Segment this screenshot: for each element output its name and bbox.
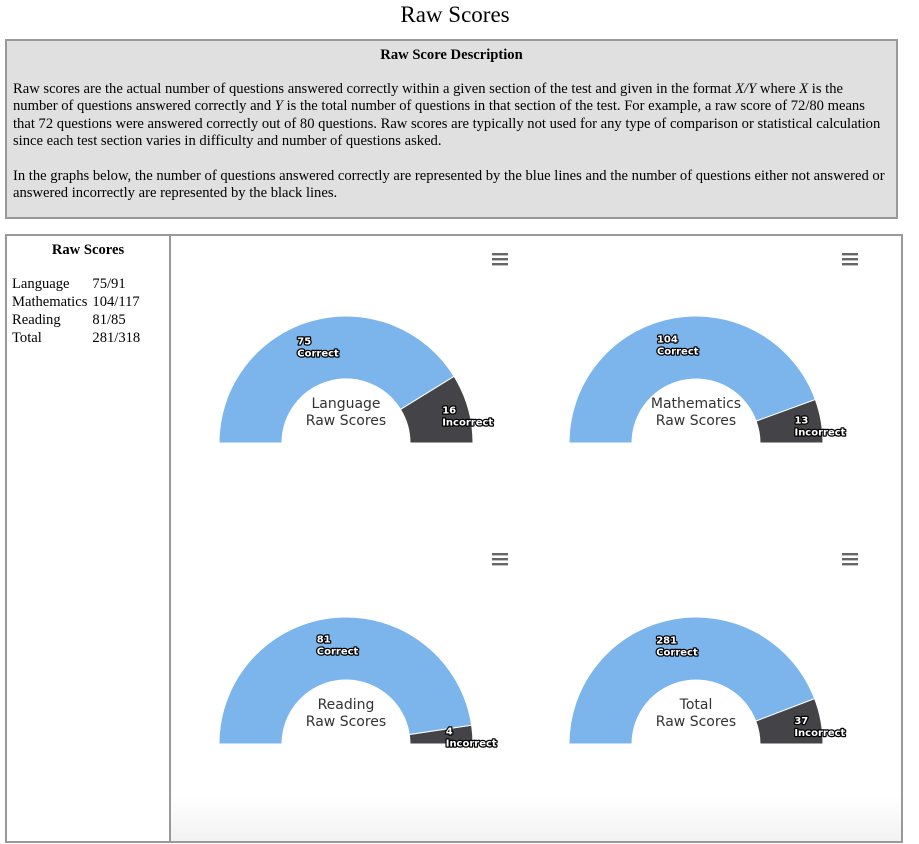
description-paragraph-1: Raw scores are the actual number of ques…: [13, 81, 890, 151]
description-paragraph-2: In the graphs below, the number of quest…: [13, 167, 885, 202]
chart-title: Language: [311, 396, 380, 412]
format-variable: Y: [274, 98, 283, 114]
description-text: where: [756, 80, 800, 97]
table-row: Mathematics 104/117: [12, 293, 145, 311]
hamburger-menu-icon[interactable]: [490, 249, 510, 269]
correct-label: Correct: [317, 646, 359, 657]
incorrect-value-label: 16: [442, 406, 456, 417]
scores-sidebar: Raw Scores Language 75/91 Mathematics 104/…: [7, 236, 171, 841]
incorrect-slice[interactable]: [408, 724, 474, 745]
chart-title: Reading: [318, 697, 375, 713]
chart-title: Raw Scores: [656, 714, 736, 730]
chart-title: Raw Scores: [306, 714, 386, 730]
page-title: Raw Scores: [400, 2, 510, 27]
description-heading: Raw Score Description: [380, 47, 523, 63]
section-name: Language: [12, 276, 70, 292]
incorrect-label: Incorrect: [442, 418, 493, 429]
section-name: Total: [12, 330, 42, 346]
table-row: Reading 81/85: [12, 311, 145, 329]
description-text: is the total number of questions in that…: [13, 98, 881, 149]
hamburger-menu-icon[interactable]: [840, 249, 860, 269]
correct-label: Correct: [657, 346, 699, 357]
correct-value-label: 81: [317, 634, 331, 645]
incorrect-value-label: 13: [794, 416, 808, 427]
incorrect-label: Incorrect: [794, 728, 845, 739]
chart-title: Total: [679, 697, 713, 713]
sidebar-heading: Raw Scores: [51, 242, 125, 258]
section-score: 75/91: [92, 276, 126, 292]
incorrect-slice[interactable]: [755, 697, 824, 745]
correct-value-label: 104: [657, 334, 678, 345]
hamburger-menu-icon[interactable]: [840, 549, 860, 569]
correct-slice[interactable]: [218, 315, 455, 444]
incorrect-slice[interactable]: [399, 375, 474, 444]
correct-value-label: 75: [297, 337, 311, 348]
incorrect-slice[interactable]: [755, 398, 824, 444]
table-row: Language 75/91: [12, 275, 145, 293]
chart-title: Mathematics: [651, 396, 741, 412]
section-score: 281/318: [92, 330, 141, 346]
scores-panel: Raw Scores Language 75/91 Mathematics 104/…: [5, 234, 903, 843]
incorrect-label: Incorrect: [446, 739, 497, 750]
description-box: Raw Score Description Raw scores are the…: [5, 39, 898, 219]
section-name: Mathematics: [12, 294, 88, 310]
format-variable: X: [799, 80, 809, 97]
incorrect-label: Incorrect: [794, 428, 845, 439]
hamburger-menu-icon[interactable]: [490, 549, 510, 569]
correct-slice[interactable]: [568, 315, 816, 444]
correct-slice[interactable]: [568, 616, 816, 745]
chart-title: Raw Scores: [306, 413, 386, 429]
incorrect-value-label: 37: [794, 716, 808, 727]
section-score: 104/117: [92, 294, 140, 310]
description-text: Raw scores are the actual number of ques…: [13, 80, 736, 97]
section-name: Reading: [12, 312, 61, 328]
correct-label: Correct: [297, 349, 339, 360]
correct-label: Correct: [656, 648, 698, 659]
description-text: is the number of questions answered corr…: [13, 80, 843, 115]
correct-slice[interactable]: [218, 616, 473, 745]
correct-value-label: 281: [656, 636, 677, 647]
chart-title: Raw Scores: [656, 413, 736, 429]
incorrect-value-label: 4: [446, 727, 453, 738]
section-score: 81/85: [92, 312, 126, 328]
table-row: Total 281/318: [12, 329, 145, 347]
scores-table: Language 75/91 Mathematics 104/117 Reading…: [12, 275, 145, 347]
format-variable: X/Y: [735, 80, 757, 97]
